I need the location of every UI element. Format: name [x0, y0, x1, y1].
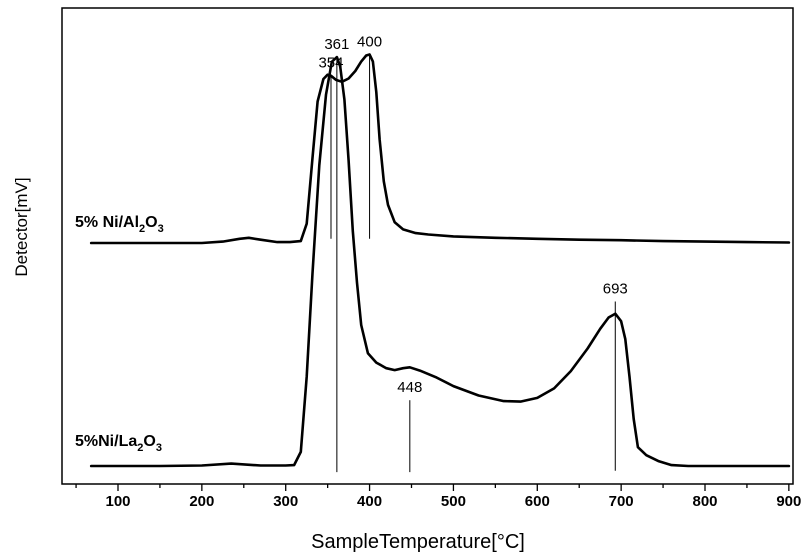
- x-tick-label: 500: [441, 493, 466, 510]
- series-lines: [89, 53, 791, 468]
- peak-label: 400: [357, 34, 382, 51]
- x-axis-tick-labels: 100 200 300 400 500 600 700 800 900: [105, 493, 801, 510]
- x-axis-ticks: [75, 484, 790, 491]
- series-line: [89, 55, 791, 468]
- x-tick-label: 300: [273, 493, 298, 510]
- plot-frame: [61, 7, 794, 485]
- x-tick-label: 600: [525, 493, 550, 510]
- x-tick-label: 800: [692, 493, 717, 510]
- x-axis-title: SampleTemperature[°C]: [311, 531, 525, 553]
- peak-label: 361: [324, 36, 349, 53]
- x-tick-label: 400: [357, 493, 382, 510]
- peak-label: 693: [603, 281, 628, 298]
- series-label: 5%Ni/La2O3: [75, 433, 162, 454]
- series-label: 5% Ni/Al2O3: [75, 214, 164, 235]
- x-tick-label: 100: [105, 493, 130, 510]
- y-axis-title: Detector[mV]: [12, 177, 31, 276]
- peak-label: 448: [397, 379, 422, 396]
- series-labels: 5% Ni/Al2O3 5%Ni/La2O3: [75, 214, 164, 454]
- x-tick-label: 900: [776, 493, 801, 510]
- series-line: [89, 53, 791, 245]
- x-tick-label: 700: [609, 493, 634, 510]
- x-tick-label: 200: [189, 493, 214, 510]
